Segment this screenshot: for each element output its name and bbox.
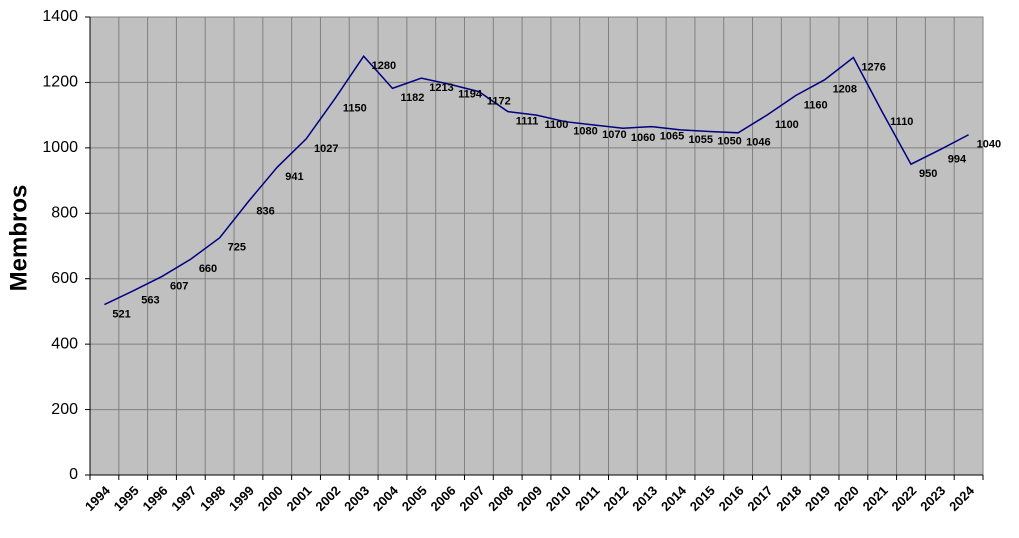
data-label: 1065 (660, 130, 684, 142)
x-tick-label: 2006 (428, 483, 459, 514)
data-label: 1172 (487, 95, 511, 107)
x-tick-label: 2023 (917, 483, 948, 514)
data-label: 1160 (804, 99, 828, 111)
x-tick-label: 1997 (168, 483, 199, 514)
x-tick-label: 2021 (860, 483, 891, 514)
data-label: 563 (141, 295, 159, 307)
data-label: 1100 (775, 119, 799, 131)
data-label: 1280 (372, 60, 396, 72)
x-tick-label: 2003 (341, 483, 372, 514)
y-axis-label: Membros (5, 185, 32, 292)
plot-area (89, 16, 984, 476)
x-tick-label: 2022 (888, 483, 919, 514)
data-label: 1060 (631, 132, 655, 144)
y-tick-label: 1000 (42, 139, 78, 156)
data-label: 607 (170, 280, 188, 292)
data-label: 1100 (545, 119, 569, 131)
data-label: 1194 (458, 88, 483, 100)
data-label: 725 (228, 242, 246, 254)
y-tick-label: 200 (51, 401, 78, 418)
data-label: 1027 (314, 143, 338, 155)
x-tick-label: 1995 (111, 483, 142, 514)
data-label: 941 (285, 171, 303, 183)
x-tick-label: 2001 (284, 483, 315, 514)
data-label: 660 (199, 263, 217, 275)
data-label: 1055 (689, 134, 713, 146)
data-label: 1182 (400, 92, 424, 104)
x-tick-label: 1998 (197, 483, 228, 514)
x-tick-label: 2009 (514, 483, 545, 514)
x-tick-label: 2008 (485, 483, 516, 514)
data-label: 1150 (343, 103, 367, 115)
data-label: 1276 (861, 61, 885, 73)
y-tick-label: 600 (51, 270, 78, 287)
x-tick-label: 2007 (456, 483, 487, 514)
x-tick-label: 2017 (744, 483, 775, 514)
x-tick-label: 1999 (226, 483, 257, 514)
x-tick-label: 1996 (140, 483, 171, 514)
data-label: 994 (948, 154, 967, 166)
x-tick-label: 2013 (629, 483, 660, 514)
x-tick-label: 2002 (312, 483, 343, 514)
x-tick-label: 2015 (687, 483, 718, 514)
y-tick-label: 800 (51, 205, 78, 222)
x-tick-label: 2018 (773, 483, 804, 514)
data-label: 1046 (746, 137, 770, 149)
data-label: 836 (256, 205, 274, 217)
x-tick-label: 2020 (831, 483, 862, 514)
x-tick-label: 2014 (658, 482, 690, 514)
y-tick-label: 0 (69, 466, 78, 483)
x-tick-label: 2005 (399, 483, 430, 514)
line (104, 55, 969, 306)
x-tick-label: 2024 (946, 482, 978, 514)
x-tick-label: 2016 (716, 483, 747, 514)
data-label: 1111 (516, 115, 539, 127)
x-tick-label: 1994 (82, 482, 114, 514)
x-tick-label: 2011 (572, 483, 603, 514)
data-label: 1110 (890, 116, 913, 128)
x-tick-label: 2004 (370, 482, 402, 514)
data-label: 950 (919, 168, 937, 180)
data-label: 1070 (602, 129, 626, 141)
data-label: 1050 (717, 135, 741, 147)
x-tick-label: 2010 (543, 483, 574, 514)
y-tick-label: 400 (51, 335, 78, 352)
x-tick-label: 2019 (802, 483, 833, 514)
data-label: 1208 (833, 84, 857, 96)
data-label: 1080 (573, 126, 597, 138)
data-label: 521 (112, 308, 130, 320)
y-tick-label: 1200 (42, 74, 78, 91)
data-label: 1040 (977, 139, 1001, 151)
x-tick-label: 2000 (255, 483, 286, 514)
x-tick-label: 2012 (600, 483, 631, 514)
data-label: 1213 (429, 82, 453, 94)
y-tick-label: 1400 (42, 8, 78, 25)
